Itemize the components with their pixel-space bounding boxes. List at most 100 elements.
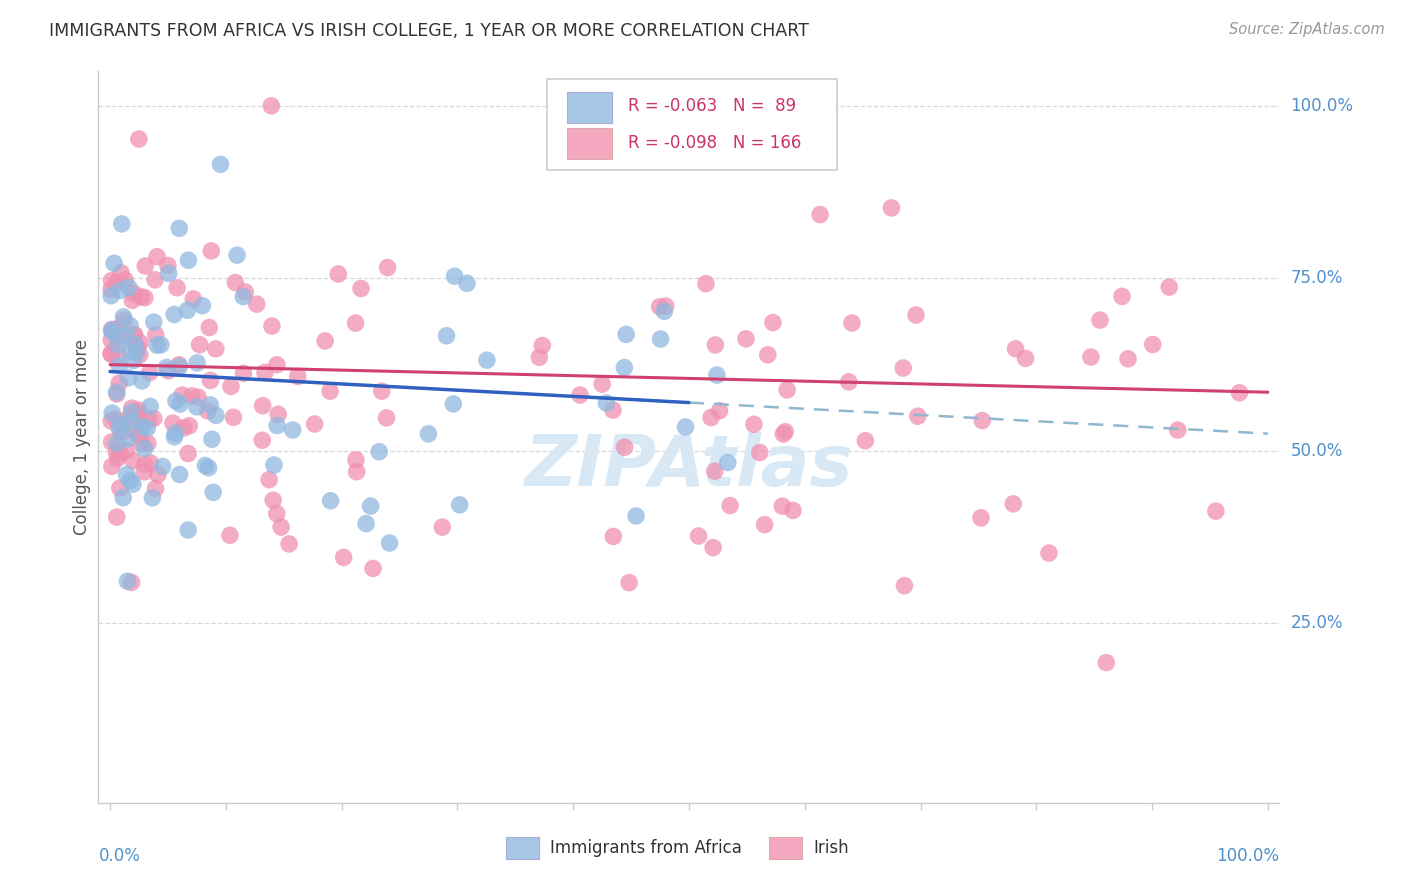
Text: Irish: Irish <box>813 839 849 857</box>
Point <box>129 290 152 304</box>
Point <box>107 337 129 351</box>
Point <box>101 459 124 474</box>
Point <box>432 520 454 534</box>
Text: 100.0%: 100.0% <box>1216 847 1279 865</box>
Point <box>112 329 135 343</box>
Point <box>266 507 288 521</box>
Text: 50.0%: 50.0% <box>1291 442 1343 460</box>
Text: Source: ZipAtlas.com: Source: ZipAtlas.com <box>1229 22 1385 37</box>
Point <box>449 498 471 512</box>
Point <box>146 467 169 482</box>
Point <box>117 412 139 426</box>
Point <box>529 351 551 365</box>
Point <box>115 467 138 482</box>
Point <box>108 284 131 298</box>
Point <box>122 286 145 301</box>
Point <box>314 334 336 348</box>
Point <box>165 394 187 409</box>
Point <box>117 432 139 446</box>
Text: Immigrants from Africa: Immigrants from Africa <box>550 839 741 857</box>
Point <box>772 427 794 442</box>
Point <box>853 434 876 448</box>
Point <box>204 342 226 356</box>
Point <box>115 443 138 458</box>
Point <box>197 404 219 418</box>
Point <box>776 383 799 397</box>
Point <box>361 561 384 575</box>
Point <box>104 412 127 426</box>
Point <box>120 318 142 333</box>
Bar <box>769 838 803 859</box>
Point <box>602 529 624 543</box>
Point <box>475 353 498 368</box>
Point <box>202 485 225 500</box>
Point <box>112 310 135 324</box>
Point <box>1004 342 1026 356</box>
Point <box>591 377 613 392</box>
Point <box>718 499 741 513</box>
Point <box>1080 350 1102 364</box>
Point <box>770 499 793 513</box>
Point <box>260 318 283 333</box>
Point <box>142 411 165 425</box>
Point <box>441 397 464 411</box>
Point <box>232 290 254 304</box>
Point <box>281 423 304 437</box>
Point <box>904 308 927 322</box>
Point <box>1002 497 1025 511</box>
Point <box>354 516 377 531</box>
Point <box>163 308 186 322</box>
Point <box>121 401 143 416</box>
Point <box>105 436 128 450</box>
Point <box>652 304 675 318</box>
Point <box>179 418 201 433</box>
Point <box>165 425 187 440</box>
Point <box>173 421 195 435</box>
Bar <box>567 128 612 159</box>
Point <box>162 416 184 430</box>
Point <box>200 244 222 258</box>
Point <box>122 353 145 368</box>
Point <box>120 405 142 419</box>
Text: IMMIGRANTS FROM AFRICA VS IRISH COLLEGE, 1 YEAR OR MORE CORRELATION CHART: IMMIGRANTS FROM AFRICA VS IRISH COLLEGE,… <box>49 22 808 40</box>
Point <box>613 440 636 454</box>
Point <box>100 333 122 347</box>
Point <box>107 451 129 466</box>
Point <box>222 410 245 425</box>
Point <box>105 387 128 401</box>
Point <box>219 528 242 542</box>
Point <box>138 412 160 426</box>
Point <box>122 454 145 468</box>
Bar <box>506 838 538 859</box>
Point <box>602 403 624 417</box>
Point <box>350 281 373 295</box>
FancyBboxPatch shape <box>547 78 837 170</box>
Point <box>595 396 617 410</box>
Point <box>127 427 149 442</box>
Point <box>702 541 724 555</box>
Point <box>118 344 141 359</box>
Point <box>111 217 134 231</box>
Point <box>263 458 285 472</box>
Point <box>121 293 143 308</box>
Point <box>972 414 994 428</box>
Point <box>287 369 309 384</box>
Point <box>1095 656 1118 670</box>
Point <box>100 435 122 450</box>
Point <box>375 410 398 425</box>
Point <box>219 379 242 393</box>
Point <box>169 359 191 374</box>
Text: 25.0%: 25.0% <box>1291 615 1343 632</box>
Point <box>209 157 232 171</box>
Point <box>252 434 274 448</box>
Point <box>695 277 717 291</box>
Point <box>252 399 274 413</box>
Text: R = -0.063   N =  89: R = -0.063 N = 89 <box>627 97 796 115</box>
Point <box>100 346 122 360</box>
Point <box>360 499 382 513</box>
Point <box>134 291 156 305</box>
Point <box>186 356 208 370</box>
Point <box>108 421 131 435</box>
Point <box>675 420 697 434</box>
Point <box>1088 313 1111 327</box>
